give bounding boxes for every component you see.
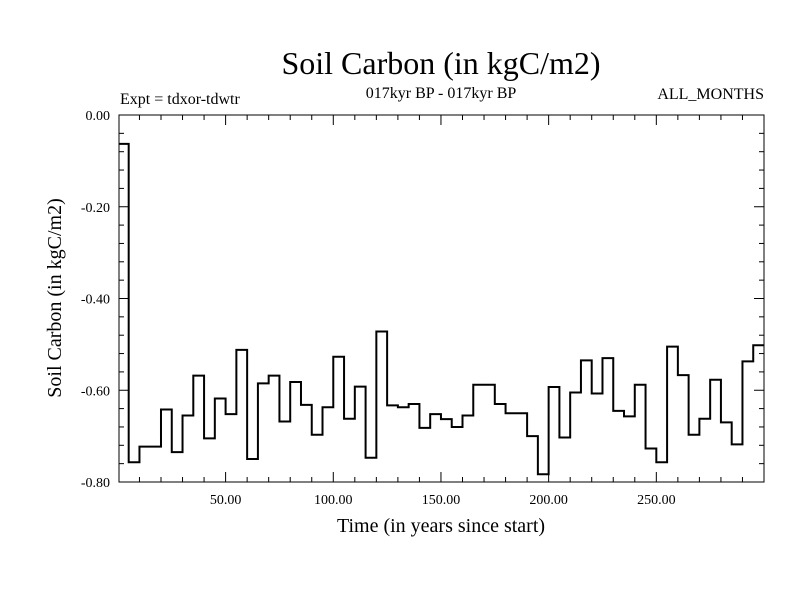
series-step-line — [119, 142, 764, 476]
y-axis: 0.00 -0.20 -0.40 -0.60 -0.80 — [81, 109, 764, 491]
experiment-label: Expt = tdxor-tdwtr — [120, 91, 240, 108]
x-axis: 50.00 100.00 150.00 200.00 250.00 — [138, 115, 743, 508]
x-tick-label: 200.00 — [529, 493, 568, 508]
x-tick-label: 50.00 — [210, 493, 242, 508]
x-tick-label: 100.00 — [314, 493, 353, 508]
chart-title: Soil Carbon (in kgC/m2) — [281, 45, 600, 81]
y-tick-label: 0.00 — [86, 109, 111, 124]
x-axis-label: Time (in years since start) — [337, 515, 545, 537]
y-tick-label: -0.80 — [81, 476, 110, 491]
y-tick-label: -0.40 — [81, 293, 110, 308]
series-layer — [119, 142, 764, 476]
y-tick-label: -0.60 — [81, 384, 110, 399]
period-label: ALL_MONTHS — [657, 86, 764, 103]
chart-subtitle: 017kyr BP - 017kyr BP — [366, 85, 517, 102]
x-tick-label: 150.00 — [422, 493, 461, 508]
x-tick-label: 250.00 — [637, 493, 676, 508]
y-tick-label: -0.20 — [81, 201, 110, 216]
y-axis-label: Soil Carbon (in kgC/m2) — [44, 198, 66, 397]
